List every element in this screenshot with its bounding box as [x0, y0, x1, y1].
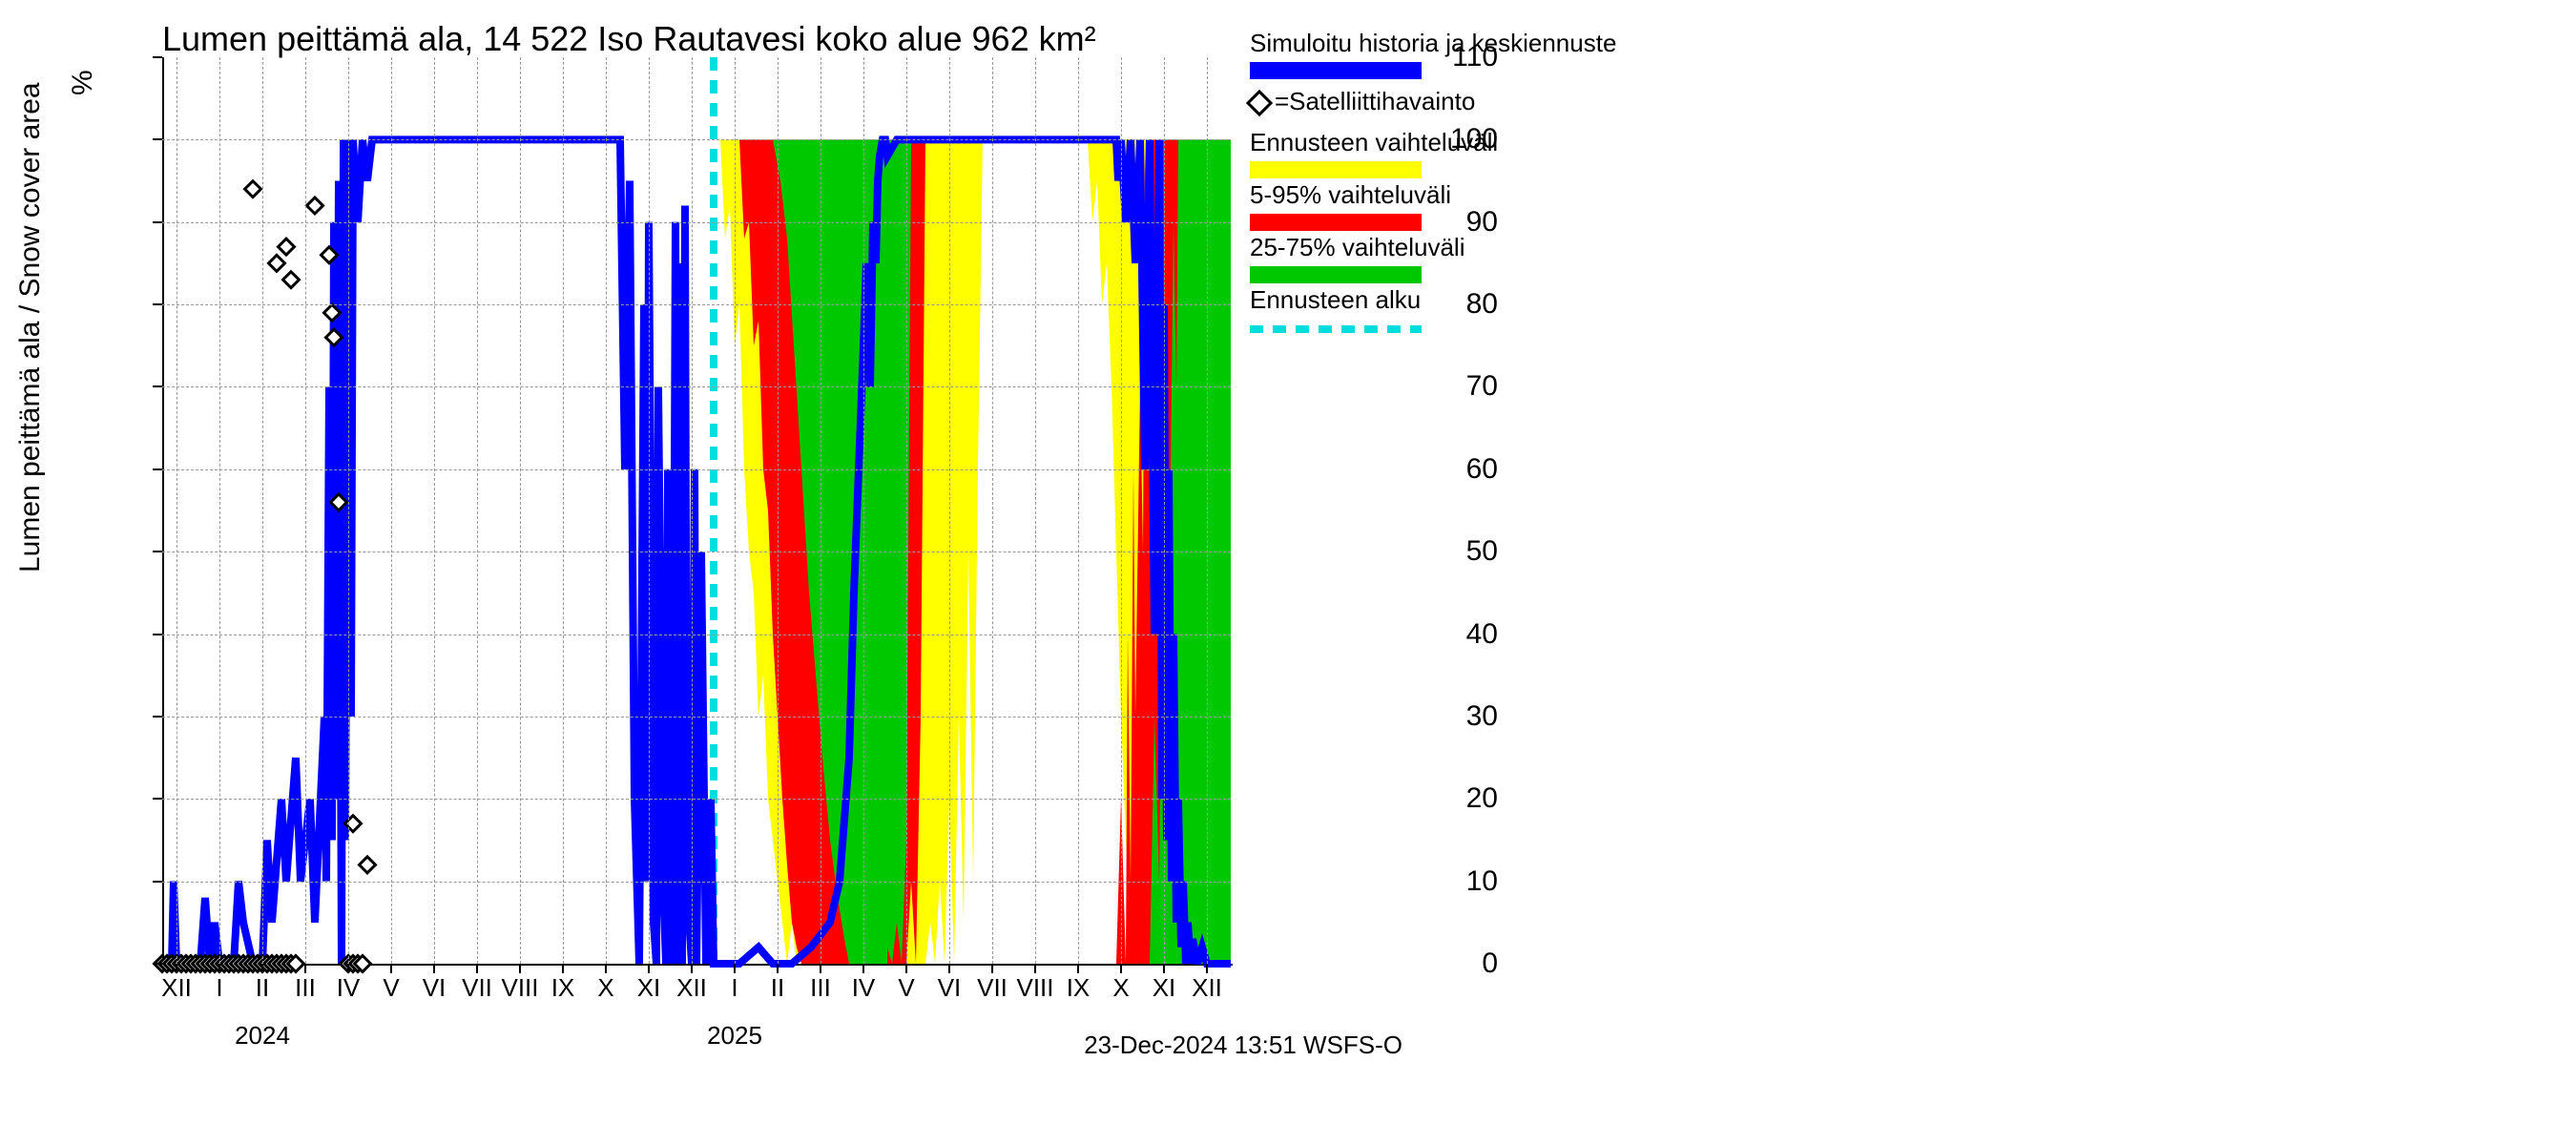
y-tick-label: 40: [1466, 618, 1498, 651]
legend-red-swatch: [1250, 214, 1422, 231]
x-tick-label: VII: [977, 973, 1008, 1003]
y-tick-label: 90: [1466, 206, 1498, 239]
x-tick-label: XI: [637, 973, 661, 1003]
chart-container: [162, 57, 1231, 964]
y-tick-label: 10: [1466, 865, 1498, 898]
legend-forecast-start-label: Ennusteen alku: [1250, 285, 1616, 315]
legend-cyan-swatch: [1250, 321, 1422, 338]
x-year-label: 2025: [707, 1021, 762, 1051]
x-tick-label: IV: [852, 973, 876, 1003]
y-tick-label: 20: [1466, 782, 1498, 815]
y-axis-label: Lumen peittämä ala / Snow cover area: [14, 82, 47, 572]
x-tick-label: IX: [1067, 973, 1091, 1003]
y-tick-label: 0: [1482, 947, 1498, 980]
legend-p25-75-label: 25-75% vaihteluväli: [1250, 233, 1616, 262]
x-tick-label: VI: [423, 973, 447, 1003]
legend-green-swatch: [1250, 266, 1422, 283]
legend-forecast-start: Ennusteen alku: [1250, 285, 1616, 344]
x-tick-label: II: [771, 973, 784, 1003]
legend-p25-75: 25-75% vaihteluväli: [1250, 233, 1616, 283]
x-tick-label: XII: [1192, 973, 1222, 1003]
x-tick-label: X: [597, 973, 613, 1003]
legend: Simuloitu historia ja keskiennuste =Sate…: [1250, 29, 1616, 346]
legend-sim-history: Simuloitu historia ja keskiennuste: [1250, 29, 1616, 79]
x-tick-label: X: [1112, 973, 1129, 1003]
satellite-marker: [279, 239, 295, 255]
legend-forecast-range-label: Ennusteen vaihteluväli: [1250, 128, 1616, 157]
legend-blue-swatch: [1250, 62, 1422, 79]
x-tick-label: VI: [938, 973, 962, 1003]
legend-p5-95-label: 5-95% vaihteluväli: [1250, 180, 1616, 210]
x-tick-label: III: [295, 973, 316, 1003]
y-tick-label: 70: [1466, 370, 1498, 403]
x-tick-label: I: [731, 973, 737, 1003]
x-tick-label: I: [216, 973, 222, 1003]
y-tick-label: 60: [1466, 453, 1498, 486]
x-year-label: 2024: [235, 1021, 290, 1051]
legend-forecast-range: Ennusteen vaihteluväli: [1250, 128, 1616, 178]
x-tick-label: IV: [337, 973, 361, 1003]
diamond-icon: [1246, 90, 1273, 116]
y-axis-unit: %: [67, 70, 99, 95]
y-tick-label: 100: [1450, 123, 1498, 156]
chart-title: Lumen peittämä ala, 14 522 Iso Rautavesi…: [162, 19, 1096, 59]
x-tick-label: XII: [676, 973, 707, 1003]
x-tick-label: II: [256, 973, 269, 1003]
satellite-marker: [360, 857, 376, 873]
satellite-marker: [283, 272, 300, 288]
x-tick-label: V: [898, 973, 914, 1003]
x-tick-label: V: [383, 973, 399, 1003]
satellite-marker: [307, 198, 323, 214]
satellite-marker: [269, 255, 285, 271]
y-tick-label: 30: [1466, 700, 1498, 733]
x-tick-label: XII: [161, 973, 192, 1003]
x-tick-label: VIII: [1016, 973, 1053, 1003]
y-tick-label: 50: [1466, 535, 1498, 568]
x-tick-label: III: [810, 973, 831, 1003]
x-tick-label: IX: [551, 973, 575, 1003]
legend-yellow-swatch: [1250, 161, 1422, 178]
satellite-marker: [245, 181, 261, 198]
legend-satellite: =Satelliittihavainto: [1250, 87, 1616, 116]
footer-timestamp: 23-Dec-2024 13:51 WSFS-O: [1084, 1030, 1402, 1060]
x-tick-label: XI: [1153, 973, 1176, 1003]
x-tick-label: VII: [462, 973, 492, 1003]
y-tick-label: 110: [1452, 41, 1498, 73]
legend-sim-history-label: Simuloitu historia ja keskiennuste: [1250, 29, 1616, 58]
legend-p5-95: 5-95% vaihteluväli: [1250, 180, 1616, 231]
plot-svg: [162, 57, 1231, 964]
legend-satellite-label: =Satelliittihavainto: [1275, 87, 1475, 115]
x-tick-label: VIII: [501, 973, 538, 1003]
y-tick-label: 80: [1466, 288, 1498, 321]
